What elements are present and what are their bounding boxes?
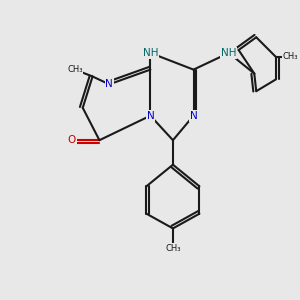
Text: O: O xyxy=(68,135,76,145)
Text: N: N xyxy=(190,111,197,121)
Text: NH: NH xyxy=(142,48,158,58)
Text: CH₃: CH₃ xyxy=(283,52,298,62)
Text: N: N xyxy=(105,79,113,89)
Text: CH₃: CH₃ xyxy=(165,244,181,253)
Text: NH: NH xyxy=(221,48,237,58)
Text: CH₃: CH₃ xyxy=(67,65,83,74)
Text: N: N xyxy=(146,111,154,121)
